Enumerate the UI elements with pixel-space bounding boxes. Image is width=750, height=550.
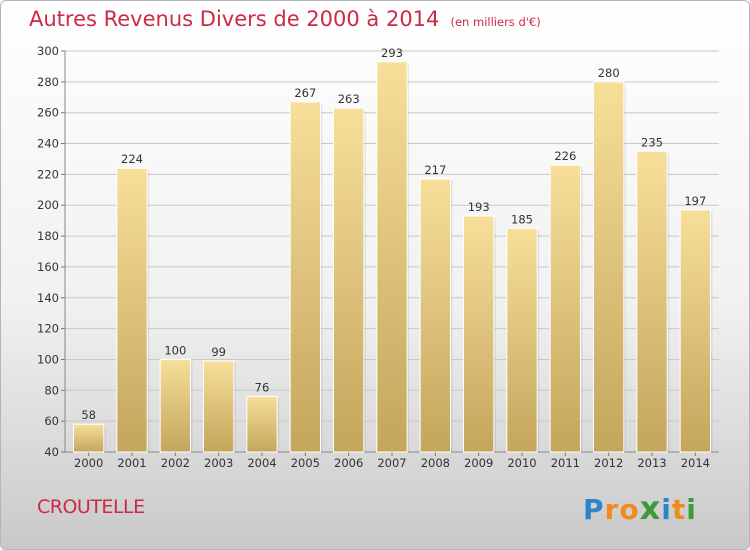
x-tick-label-2012: 2012 bbox=[594, 456, 623, 470]
logo-letter: x bbox=[639, 489, 662, 527]
bar-2011[interactable] bbox=[549, 164, 582, 453]
value-label-2000: 58 bbox=[81, 408, 96, 422]
axes: 40 60 80 100 120 140 160 180 200 220 240 260 280 300 2… bbox=[37, 44, 719, 470]
value-label-2002: 100 bbox=[164, 343, 186, 357]
value-label-2008: 217 bbox=[424, 163, 446, 177]
y-tick-label: 180 bbox=[37, 229, 59, 243]
x-tick-label-2009: 2009 bbox=[464, 456, 493, 470]
value-label-2007: 293 bbox=[381, 46, 403, 60]
logo-letter: t bbox=[671, 493, 687, 526]
x-tick-label-2003: 2003 bbox=[204, 456, 233, 470]
y-tick-label: 160 bbox=[37, 260, 59, 274]
bar-2013[interactable] bbox=[636, 150, 668, 453]
x-tick-label-2014: 2014 bbox=[681, 456, 710, 470]
value-labels: 58 224 100 99 76 267 263 293 217 193 185 226 280 235 1… bbox=[81, 46, 706, 422]
bar-2010[interactable] bbox=[506, 227, 538, 453]
chart-title-block: Autres Revenus Divers de 2000 à 2014 (en… bbox=[29, 7, 541, 31]
x-tick-label-2006: 2006 bbox=[334, 456, 363, 470]
bar-2002[interactable] bbox=[159, 358, 192, 453]
bar-2014[interactable] bbox=[679, 209, 712, 453]
proxiti-logo[interactable]: Proxiti bbox=[583, 489, 697, 527]
y-tick-label: 120 bbox=[37, 322, 59, 336]
logo-letter: i bbox=[686, 493, 697, 526]
bar-2003[interactable] bbox=[203, 360, 235, 453]
bar-2008[interactable] bbox=[419, 178, 451, 453]
x-tick-label-2005: 2005 bbox=[291, 456, 320, 470]
bar-2007[interactable] bbox=[376, 61, 408, 453]
y-tick-label: 240 bbox=[37, 137, 59, 151]
y-tick-label: 40 bbox=[44, 445, 59, 459]
location-label: CROUTELLE bbox=[37, 496, 145, 518]
y-tick-label: 260 bbox=[37, 106, 59, 120]
x-tick-label-2008: 2008 bbox=[421, 456, 450, 470]
value-label-2004: 76 bbox=[255, 380, 270, 394]
bar-2012[interactable] bbox=[593, 81, 625, 453]
x-tick-label-2001: 2001 bbox=[117, 456, 146, 470]
bar-2004[interactable] bbox=[246, 395, 278, 453]
chart-title: Autres Revenus Divers de 2000 à 2014 bbox=[29, 7, 440, 31]
value-label-2003: 99 bbox=[211, 345, 226, 359]
x-tick-label-2011: 2011 bbox=[551, 456, 580, 470]
bar-2006[interactable] bbox=[333, 107, 365, 453]
value-label-2009: 193 bbox=[468, 200, 490, 214]
chart-subtitle: (en milliers d'€) bbox=[450, 15, 541, 29]
value-label-2010: 185 bbox=[511, 212, 533, 226]
y-tick-label: 220 bbox=[37, 167, 59, 181]
y-tick-label: 80 bbox=[44, 383, 59, 397]
value-label-2012: 280 bbox=[598, 66, 620, 80]
logo-letter: r bbox=[604, 493, 620, 526]
y-tick-label: 100 bbox=[37, 352, 59, 366]
value-label-2006: 263 bbox=[338, 92, 360, 106]
y-tick-label: 60 bbox=[44, 414, 59, 428]
x-tick-label-2013: 2013 bbox=[637, 456, 666, 470]
bar-2005[interactable] bbox=[289, 101, 321, 453]
logo-letter: i bbox=[661, 493, 672, 526]
x-tick-label-2004: 2004 bbox=[247, 456, 276, 470]
y-tick-label: 200 bbox=[37, 198, 59, 212]
logo-letter: P bbox=[583, 493, 605, 526]
bar-2009[interactable] bbox=[463, 215, 495, 453]
x-tick-label-2010: 2010 bbox=[507, 456, 536, 470]
y-tick-label: 300 bbox=[37, 44, 59, 58]
y-tick-label: 280 bbox=[37, 75, 59, 89]
bar-2000[interactable] bbox=[73, 423, 105, 453]
x-tick-label-2007: 2007 bbox=[377, 456, 406, 470]
bar-2001[interactable] bbox=[116, 167, 148, 453]
value-label-2005: 267 bbox=[294, 86, 316, 100]
x-tick-label-2000: 2000 bbox=[74, 456, 103, 470]
y-tick-label: 140 bbox=[37, 291, 59, 305]
logo-letter: o bbox=[619, 493, 640, 526]
value-label-2014: 197 bbox=[684, 194, 706, 208]
value-label-2001: 224 bbox=[121, 152, 143, 166]
x-tick-label-2002: 2002 bbox=[161, 456, 190, 470]
value-label-2011: 226 bbox=[554, 149, 576, 163]
value-label-2013: 235 bbox=[641, 135, 663, 149]
bars bbox=[73, 61, 713, 453]
